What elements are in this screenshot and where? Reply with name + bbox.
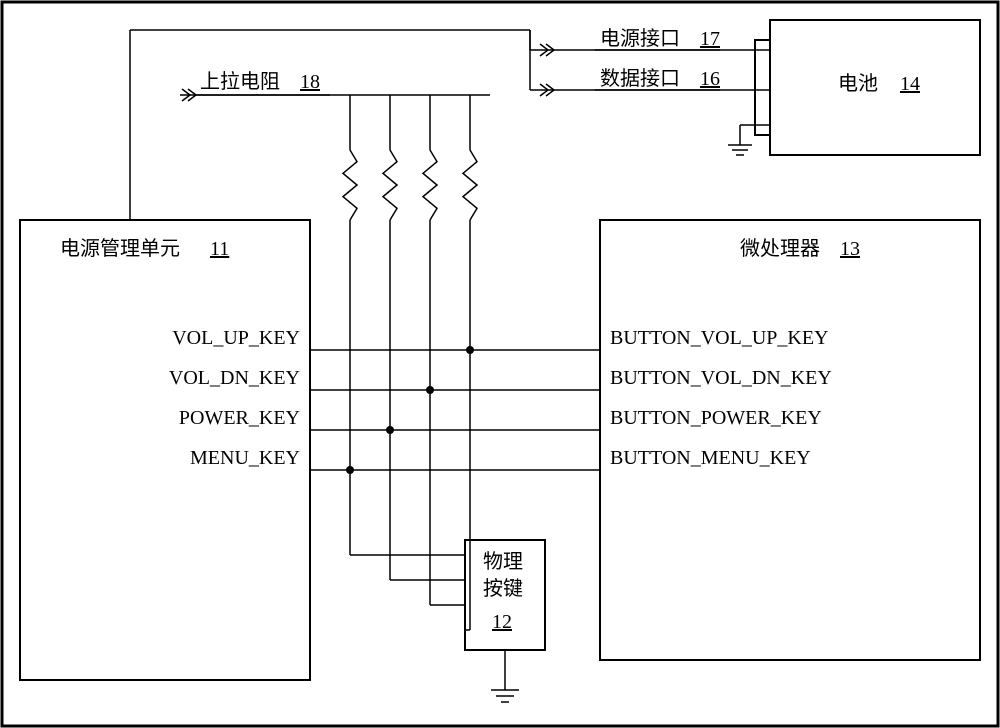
svg-text:14: 14 bbox=[900, 73, 920, 95]
svg-text:18: 18 bbox=[300, 71, 320, 93]
svg-text:VOL_DN_KEY: VOL_DN_KEY bbox=[169, 367, 300, 389]
svg-text:上拉电阻: 上拉电阻 bbox=[200, 70, 280, 93]
svg-text:POWER_KEY: POWER_KEY bbox=[179, 407, 300, 429]
svg-text:17: 17 bbox=[700, 28, 720, 50]
svg-text:12: 12 bbox=[492, 611, 512, 633]
svg-text:数据接口: 数据接口 bbox=[600, 67, 680, 90]
svg-text:16: 16 bbox=[700, 68, 720, 90]
svg-text:物理: 物理 bbox=[483, 550, 523, 573]
svg-text:VOL_UP_KEY: VOL_UP_KEY bbox=[172, 327, 300, 349]
svg-text:微处理器: 微处理器 bbox=[740, 237, 820, 260]
svg-text:电池: 电池 bbox=[838, 72, 878, 95]
svg-text:11: 11 bbox=[210, 238, 229, 260]
svg-text:电源接口: 电源接口 bbox=[600, 27, 680, 50]
svg-text:BUTTON_VOL_UP_KEY: BUTTON_VOL_UP_KEY bbox=[610, 327, 829, 349]
svg-text:电源管理单元: 电源管理单元 bbox=[60, 237, 180, 260]
svg-text:MENU_KEY: MENU_KEY bbox=[190, 447, 300, 469]
svg-text:按键: 按键 bbox=[483, 577, 523, 600]
svg-text:BUTTON_VOL_DN_KEY: BUTTON_VOL_DN_KEY bbox=[610, 367, 832, 389]
svg-text:13: 13 bbox=[840, 238, 860, 260]
svg-text:BUTTON_MENU_KEY: BUTTON_MENU_KEY bbox=[610, 447, 811, 469]
svg-text:BUTTON_POWER_KEY: BUTTON_POWER_KEY bbox=[610, 407, 822, 429]
